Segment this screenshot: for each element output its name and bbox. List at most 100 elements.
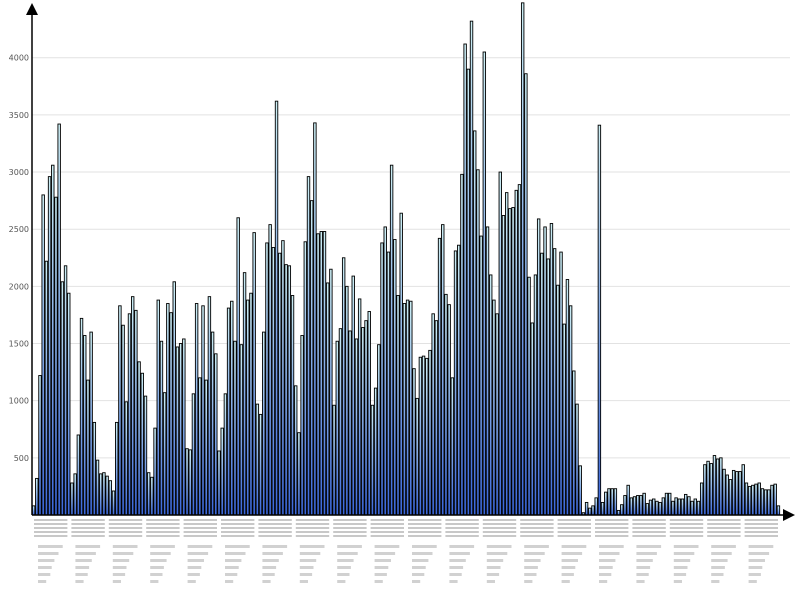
x-category-label-block <box>636 559 653 562</box>
bar <box>735 471 739 516</box>
x-category-label-block <box>595 519 629 521</box>
bar <box>447 304 451 516</box>
bar <box>441 224 445 516</box>
x-category-label-block <box>337 559 354 562</box>
x-category-label-block <box>748 552 770 555</box>
bar <box>204 379 208 516</box>
bar <box>645 503 650 516</box>
bar <box>661 497 666 516</box>
x-category-label-block <box>445 527 479 529</box>
x-category-label-block <box>187 552 209 555</box>
x-category-label-block <box>34 519 68 521</box>
x-category-label-block <box>183 535 217 537</box>
bar <box>444 293 448 516</box>
bar <box>121 324 125 516</box>
bar <box>476 169 480 516</box>
x-category-label-block <box>374 559 391 562</box>
x-category-label-block <box>112 552 134 555</box>
bar <box>565 279 570 516</box>
bar <box>130 296 135 516</box>
bar <box>763 489 768 516</box>
bar <box>201 305 205 516</box>
x-axis-arrow <box>783 509 795 521</box>
bar <box>351 275 355 516</box>
bar <box>699 482 704 516</box>
x-category-label-block <box>599 559 616 562</box>
x-category-label-block <box>636 566 651 569</box>
y-tick-label: 1500 <box>9 340 29 349</box>
bar <box>178 343 183 516</box>
x-category-label-block <box>38 573 51 576</box>
bar <box>770 484 774 516</box>
bar <box>613 488 618 516</box>
bar <box>118 305 122 516</box>
x-category-label-block <box>225 573 238 576</box>
x-category-label-block <box>299 580 308 583</box>
x-category-label-block <box>75 573 88 576</box>
x-category-label-block <box>258 535 292 537</box>
x-category-label-block <box>337 552 358 555</box>
x-category-label-block <box>449 573 462 576</box>
bar <box>492 299 496 516</box>
bar <box>380 242 384 516</box>
bar <box>166 303 170 516</box>
x-category-label-block <box>225 580 234 583</box>
bar <box>143 395 148 516</box>
bar <box>731 469 736 516</box>
y-tick-labels: 500 1000 1500 2000 2500 3000 3500 4000 <box>9 54 29 463</box>
x-category-label-block <box>71 535 105 537</box>
x-category-label-block <box>71 519 105 521</box>
x-category-label-block <box>408 519 442 521</box>
x-category-label-block <box>225 552 246 555</box>
bar <box>552 248 557 516</box>
bar <box>450 377 455 516</box>
bar <box>431 313 435 516</box>
bar <box>134 309 138 516</box>
bar <box>274 100 279 516</box>
x-category-label-block <box>520 519 554 521</box>
x-category-label-block <box>561 552 583 555</box>
bar <box>249 292 253 516</box>
x-category-label-block <box>449 566 464 569</box>
bar <box>233 340 237 516</box>
x-category-label-block <box>38 566 52 569</box>
bar <box>150 476 154 516</box>
x-category-label-block <box>370 523 404 525</box>
x-category-label-block <box>183 519 217 521</box>
bar <box>693 498 697 516</box>
bar <box>744 482 749 516</box>
x-category-label-block <box>374 566 389 569</box>
x-category-label-block <box>370 531 404 533</box>
x-category-label-block <box>187 559 204 562</box>
x-category-label-block <box>112 545 138 548</box>
x-category-label-block <box>374 545 400 548</box>
x-category-label-block <box>71 531 105 533</box>
x-category-label-block <box>449 552 470 555</box>
x-category-label-block <box>524 545 549 548</box>
x-category-label-block <box>599 580 608 583</box>
x-category-label-block <box>295 531 330 533</box>
x-category-label-block <box>225 559 242 562</box>
bar <box>405 299 410 516</box>
x-category-label-block <box>408 535 442 537</box>
x-category-label-block <box>524 580 533 583</box>
bar <box>35 477 39 516</box>
x-category-label-block <box>150 552 171 555</box>
bar <box>466 68 471 516</box>
y-axis-arrow <box>26 3 38 15</box>
x-category-label-block <box>520 523 554 525</box>
x-category-label-block <box>748 545 774 548</box>
bar <box>86 379 90 516</box>
x-category-label-block <box>673 566 688 569</box>
bar <box>67 292 71 516</box>
x-category-label-block <box>299 545 325 548</box>
bar <box>319 231 323 516</box>
bar <box>102 472 106 516</box>
bar <box>629 497 634 516</box>
x-category-label-block <box>262 580 271 583</box>
x-category-label-block <box>408 531 442 533</box>
x-category-label-block <box>225 566 239 569</box>
bar <box>463 43 467 516</box>
bar <box>188 449 192 516</box>
x-category-label-block <box>299 552 321 555</box>
